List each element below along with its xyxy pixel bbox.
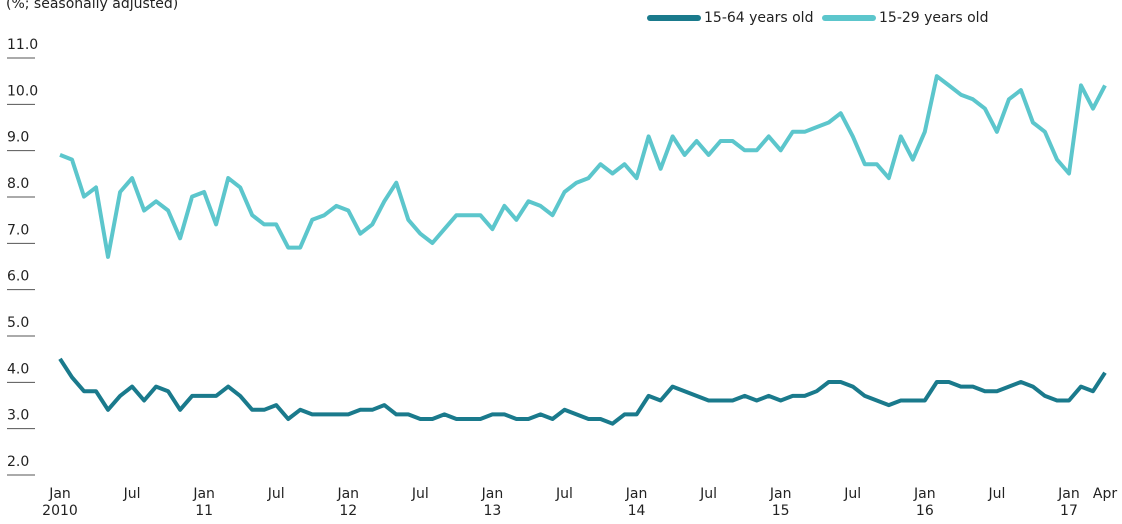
x-tick-label: Jul: [555, 486, 573, 502]
x-tick-label: 16: [916, 503, 934, 519]
y-tick-label: 7.0: [7, 222, 29, 238]
x-tick-label: Jul: [267, 486, 285, 502]
x-tick-label: Jul: [843, 486, 861, 502]
y-tick-label: 4.0: [7, 361, 29, 377]
x-tick-label: Jan: [192, 486, 215, 502]
x-tick-label: 11: [195, 503, 213, 519]
x-tick-label: 2010: [42, 503, 78, 519]
series-line: [59, 74, 1107, 259]
x-tick-label: Jan: [1057, 486, 1080, 502]
x-tick-label: Jan: [481, 486, 504, 502]
x-tick-label: 12: [339, 503, 357, 519]
x-tick-label: 14: [628, 503, 646, 519]
y-tick-label: 10.0: [7, 83, 38, 99]
x-tick-label: Jul: [411, 486, 429, 502]
y-tick-label: 6.0: [7, 269, 29, 285]
chart-subtitle: (%; seasonally adjusted): [6, 0, 178, 12]
x-tick-label: Apr: [1093, 486, 1117, 502]
x-tick-label: 13: [483, 503, 501, 519]
y-tick-label: 9.0: [7, 130, 29, 146]
y-tick-label: 5.0: [7, 315, 29, 331]
legend-label: 15-29 years old: [879, 10, 988, 26]
y-tick-label: 2.0: [7, 454, 29, 470]
x-tick-label: Jan: [336, 486, 359, 502]
y-tick-label: 3.0: [7, 408, 29, 424]
x-tick-label: 17: [1060, 503, 1078, 519]
x-tick-label: Jul: [987, 486, 1005, 502]
x-tick-label: Jan: [625, 486, 648, 502]
x-tick-label: Jul: [123, 486, 141, 502]
y-tick-label: 8.0: [7, 176, 29, 192]
x-tick-label: Jan: [913, 486, 936, 502]
legend-label: 15-64 years old: [704, 10, 813, 26]
x-tick-label: Jul: [699, 486, 717, 502]
x-tick-label: 15: [772, 503, 790, 519]
y-tick-label: 11.0: [7, 37, 38, 53]
x-tick-label: Jan: [769, 486, 792, 502]
series-line: [58, 357, 1107, 426]
x-tick-label: Jan: [48, 486, 71, 502]
